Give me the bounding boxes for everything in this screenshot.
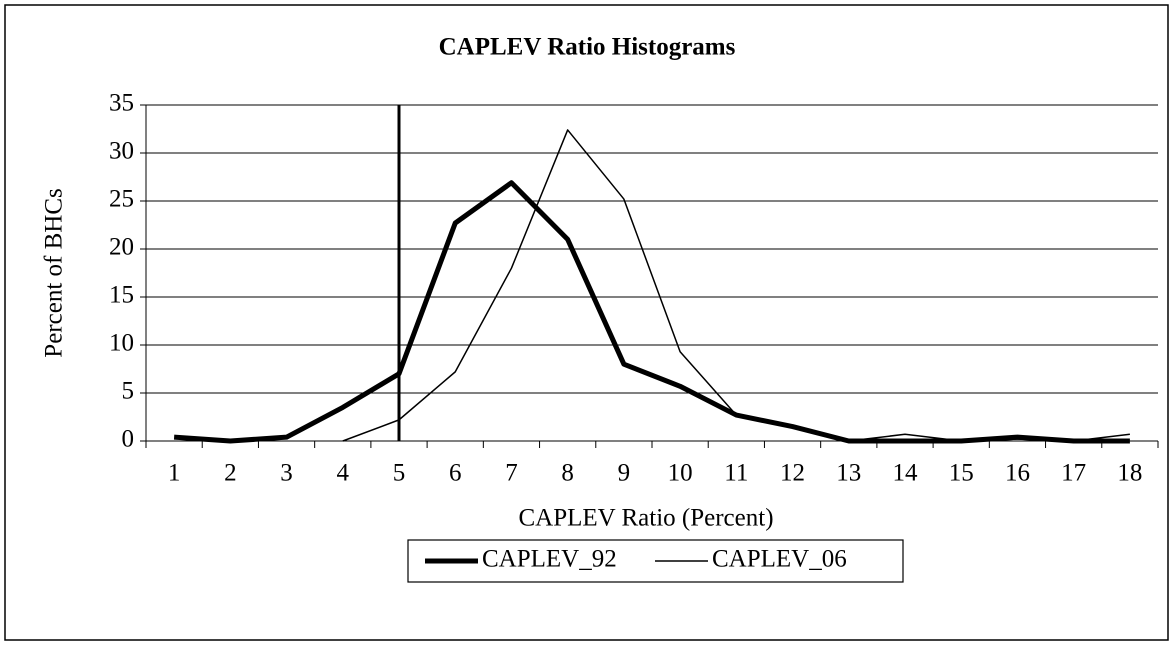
series-line xyxy=(342,129,1130,442)
legend-label: CAPLEV_06 xyxy=(712,546,847,573)
y-tick-label: 10 xyxy=(109,330,134,357)
legend-label: CAPLEV_92 xyxy=(482,546,617,573)
y-tick-label: 20 xyxy=(109,234,134,261)
x-tick-label: 16 xyxy=(1005,460,1030,487)
chart-frame xyxy=(4,4,1169,641)
x-tick-label: 17 xyxy=(1061,460,1086,487)
x-tick-label: 2 xyxy=(224,460,237,487)
x-tick-label: 15 xyxy=(949,460,974,487)
y-tick-label: 0 xyxy=(122,426,135,453)
y-axis-title: Percent of BHCs xyxy=(41,188,68,357)
y-tick-label: 5 xyxy=(122,378,135,405)
x-tick-label: 3 xyxy=(280,460,293,487)
x-tick-label: 14 xyxy=(893,460,919,487)
x-tick-label: 4 xyxy=(337,460,350,487)
x-tick-label: 5 xyxy=(393,460,406,487)
x-tick-label: 12 xyxy=(780,460,805,487)
chart-title: CAPLEV Ratio Histograms xyxy=(439,34,736,61)
x-tick-label: 9 xyxy=(618,460,631,487)
x-tick-label: 11 xyxy=(724,460,748,487)
y-tick-label: 15 xyxy=(109,282,134,309)
y-tick-label: 25 xyxy=(109,186,134,213)
x-tick-label: 7 xyxy=(505,460,518,487)
x-tick-label: 8 xyxy=(561,460,574,487)
x-tick-label: 13 xyxy=(836,460,861,487)
y-tick-label: 35 xyxy=(109,90,134,117)
y-tick-label: 30 xyxy=(109,138,134,165)
x-axis-title: CAPLEV Ratio (Percent) xyxy=(518,505,773,532)
x-tick-label: 18 xyxy=(1117,460,1142,487)
x-tick-label: 10 xyxy=(668,460,693,487)
x-tick-label: 6 xyxy=(449,460,462,487)
x-tick-label: 1 xyxy=(168,460,181,487)
